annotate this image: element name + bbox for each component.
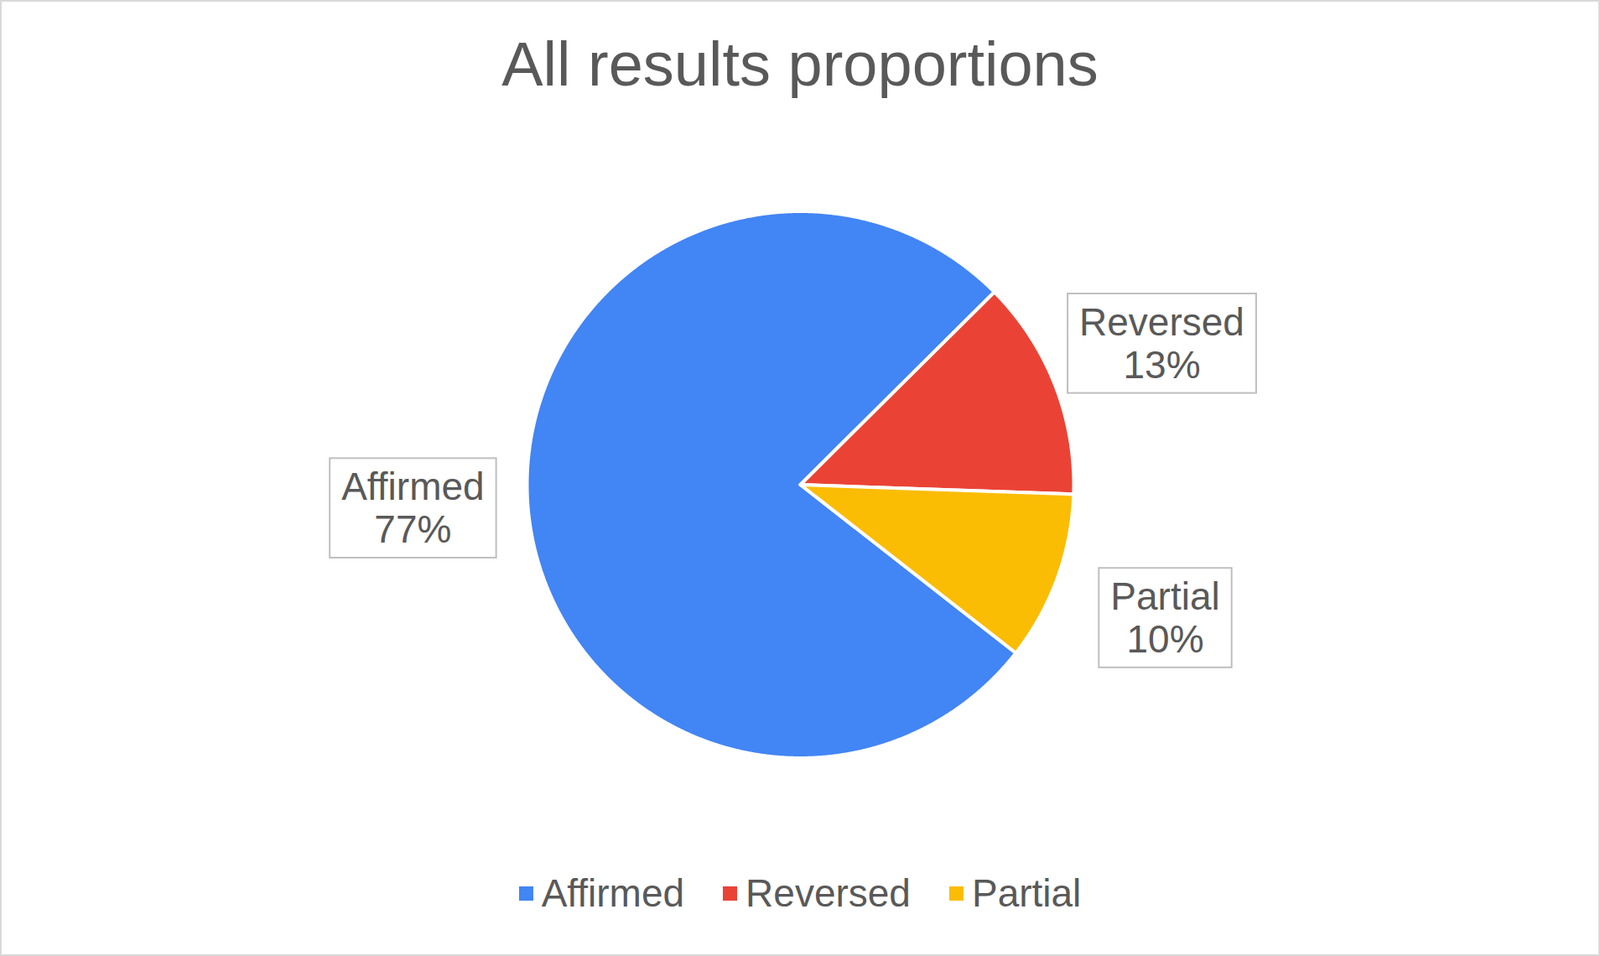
svg-text:Affirmed77%: Affirmed77% [341, 464, 484, 551]
html-text:Partial: Partial [971, 871, 1082, 915]
html-text:Reversed: Reversed [745, 871, 911, 915]
html-text:Affirmed: Affirmed [541, 871, 685, 915]
svg-text:Partial10%: Partial10% [1110, 574, 1220, 661]
svg-text:Reversed13%: Reversed13% [1079, 300, 1245, 387]
html-text:All results proportions: All results proportions [501, 29, 1099, 99]
